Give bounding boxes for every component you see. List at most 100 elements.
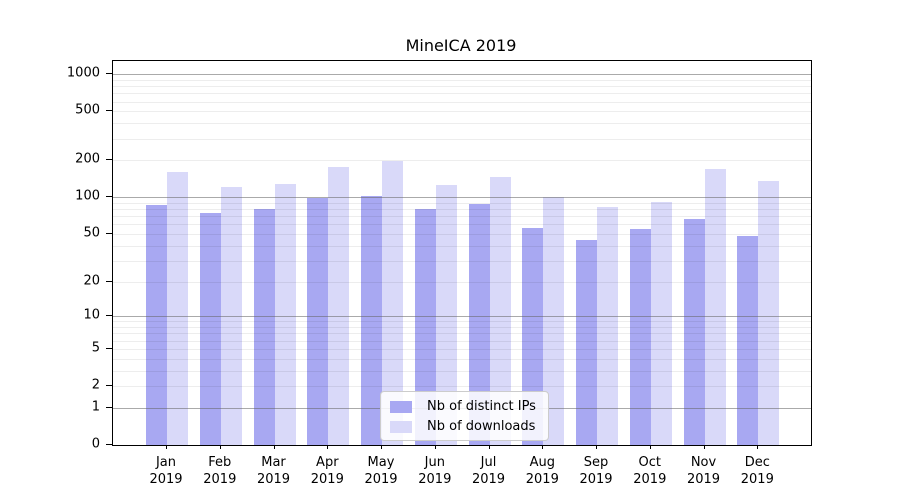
y-tick-label: 0: [91, 436, 100, 452]
x-tick-label-sep: Sep 2019: [579, 455, 613, 487]
gridline-minor: [113, 209, 811, 211]
gridline-minor: [113, 358, 811, 360]
bar-ips-jan: [146, 205, 167, 445]
gridline-major: [113, 316, 811, 318]
bar-downloads-nov: [704, 169, 726, 445]
gridline-minor: [113, 202, 811, 204]
bar-ips-jun: [414, 209, 436, 445]
x-tick-mark: [166, 444, 167, 449]
bar-ips-oct: [629, 229, 651, 445]
y-tick-label: 500: [75, 102, 100, 118]
y-tick-mark: [106, 159, 112, 161]
x-tick-label-apr: Apr 2019: [310, 455, 344, 487]
x-tick-label-oct: Oct 2019: [633, 455, 667, 487]
bar-ips-apr: [307, 197, 329, 445]
x-tick-mark: [273, 444, 275, 449]
legend-item: Nb of downloads: [390, 419, 536, 434]
legend: Nb of distinct IPs Nb of downloads: [380, 391, 549, 441]
gridline-minor: [113, 160, 811, 162]
gridline-minor: [113, 327, 811, 329]
gridline-minor: [113, 216, 811, 218]
gridline-minor: [113, 234, 811, 235]
x-tick-mark: [757, 444, 759, 449]
y-tick-mark: [106, 73, 112, 75]
bar-downloads-feb: [220, 186, 242, 445]
gridline-minor: [113, 340, 811, 342]
gridline-minor: [113, 101, 811, 103]
y-tick-label: 20: [83, 273, 100, 289]
legend-swatch-downloads: [390, 420, 412, 433]
y-tick-mark: [106, 406, 112, 408]
bar-downloads-aug: [543, 197, 565, 445]
legend-swatch-ips: [390, 400, 412, 413]
bar-downloads-dec: [758, 181, 780, 445]
bar-ips-feb: [199, 212, 221, 445]
x-tick-label-nov: Nov 2019: [686, 455, 721, 487]
gridline-minor: [113, 321, 811, 323]
gridline-minor: [113, 86, 811, 88]
x-tick-mark: [596, 444, 597, 449]
gridline-minor: [113, 111, 811, 113]
x-tick-mark: [649, 444, 651, 449]
gridline-minor: [113, 79, 811, 81]
legend-label: Nb of distinct IPs: [427, 399, 536, 414]
x-tick-label-aug: Aug 2019: [525, 455, 559, 487]
y-tick-mark: [106, 444, 112, 445]
y-tick-label: 100: [75, 188, 100, 204]
bar-ips-jul: [468, 203, 490, 445]
x-tick-mark: [434, 444, 436, 449]
gridline-minor: [113, 333, 811, 335]
gridline-minor: [113, 224, 811, 226]
x-tick-mark: [381, 444, 382, 449]
gridline-major: [113, 74, 811, 76]
x-tick-label-jul: Jul 2019: [471, 455, 506, 487]
bar-downloads-jan: [167, 172, 188, 445]
x-tick-label-dec: Dec 2019: [740, 455, 774, 487]
bar-ips-mar: [253, 208, 275, 445]
y-tick-label: 10: [83, 307, 100, 323]
bar-downloads-mar: [274, 184, 296, 445]
y-tick-mark: [106, 196, 112, 198]
x-tick-mark: [327, 444, 329, 449]
gridline-minor: [113, 123, 811, 125]
y-tick-mark: [106, 315, 112, 317]
x-tick-mark: [703, 444, 705, 449]
x-tick-label-may: May 2019: [364, 455, 398, 487]
y-tick-label: 2: [91, 377, 100, 393]
gridline-minor: [113, 281, 811, 283]
x-tick-mark: [488, 444, 490, 449]
plot-area: [112, 60, 812, 446]
y-tick-label: 50: [83, 225, 100, 241]
x-tick-mark: [542, 444, 544, 449]
bar-ips-sep: [576, 239, 597, 445]
x-tick-label-mar: Mar 2019: [256, 455, 291, 487]
gridline-minor: [113, 260, 811, 262]
y-tick-label: 1: [91, 399, 100, 415]
y-tick-label: 5: [91, 340, 100, 356]
y-tick-mark: [106, 385, 112, 386]
bar-downloads-may: [382, 161, 403, 445]
x-tick-label-jan: Jan 2019: [149, 455, 183, 487]
bar-downloads-apr: [328, 166, 350, 445]
x-tick-label-jun: Jun 2019: [418, 455, 452, 487]
gridline-minor: [113, 138, 811, 140]
bar-downloads-oct: [650, 201, 672, 445]
y-tick-label: 1000: [66, 65, 100, 81]
gridline-minor: [113, 370, 811, 372]
y-tick-label: 200: [75, 151, 100, 167]
x-tick-label-feb: Feb 2019: [203, 455, 237, 487]
gridline-minor: [113, 386, 811, 387]
gridline-minor: [113, 245, 811, 247]
legend-label: Nb of downloads: [427, 419, 536, 434]
bar-downloads-jun: [435, 184, 457, 445]
y-tick-mark: [106, 280, 112, 282]
x-tick-mark: [219, 444, 221, 449]
bar-ips-dec: [737, 236, 759, 445]
bar-downloads-sep: [597, 207, 618, 445]
y-tick-mark: [106, 347, 112, 349]
bar-ips-may: [361, 195, 382, 445]
chart-title: MineICA 2019: [405, 36, 517, 55]
legend-item: Nb of distinct IPs: [390, 399, 536, 414]
gridline-major: [113, 197, 811, 199]
